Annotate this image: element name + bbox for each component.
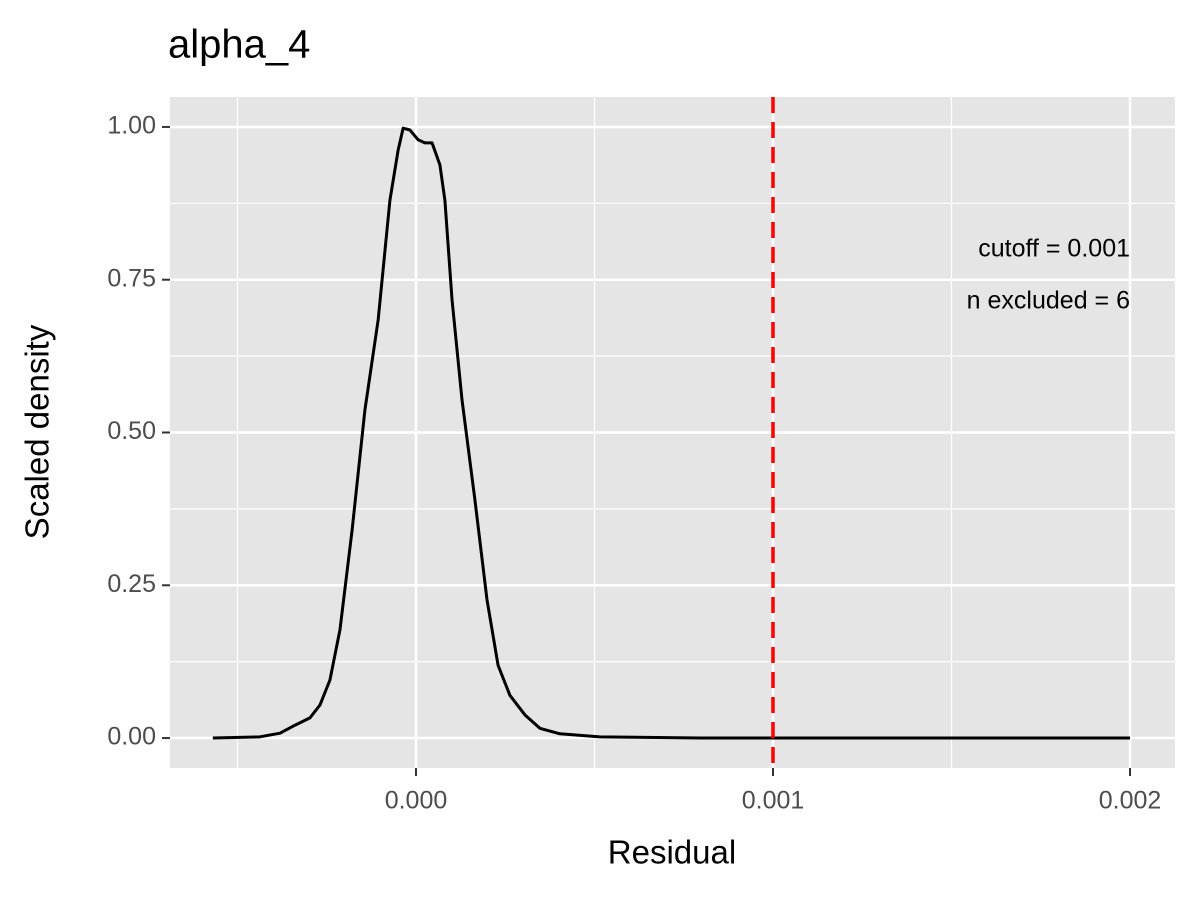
y-tick-label: 0.25: [107, 570, 156, 598]
y-tick-label: 0.75: [107, 264, 156, 292]
x-axis-label: Residual: [608, 834, 736, 871]
y-axis-label: Scaled density: [19, 324, 56, 539]
x-tick-label: 0.002: [1099, 787, 1162, 815]
chart-title: alpha_4: [168, 23, 310, 67]
y-tick-label: 1.00: [107, 112, 156, 140]
annotation: n excluded = 6: [967, 287, 1130, 315]
density-line: [212, 126, 1131, 740]
x-tick-label: 0.001: [742, 787, 805, 815]
y-tick-label: 0.00: [107, 723, 156, 751]
annotation: cutoff = 0.001: [978, 235, 1130, 263]
x-tick-label: 0.000: [385, 787, 448, 815]
y-tick-label: 0.50: [107, 417, 156, 445]
